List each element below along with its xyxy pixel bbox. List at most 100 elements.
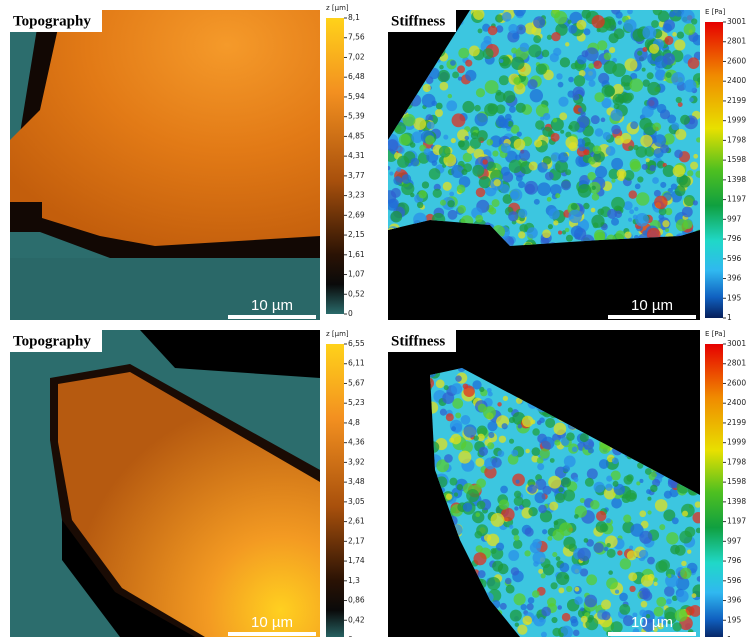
- texture: [676, 590, 689, 603]
- colorbar-tick-label: 1,61: [348, 250, 365, 259]
- texture: [600, 524, 609, 533]
- texture: [438, 70, 450, 82]
- texture: [545, 172, 554, 181]
- texture: [500, 486, 508, 494]
- texture: [619, 593, 628, 602]
- texture: [681, 561, 686, 566]
- texture: [461, 415, 471, 425]
- texture: [499, 499, 509, 509]
- texture: [617, 169, 627, 179]
- texture: [581, 616, 588, 623]
- texture: [646, 489, 651, 494]
- texture: [633, 215, 638, 220]
- scale-bar-label: 10 µm: [631, 297, 673, 314]
- texture: [659, 524, 665, 530]
- colorbar-tick-label: 3001: [727, 339, 746, 348]
- texture: [578, 184, 592, 198]
- texture: [516, 175, 523, 182]
- texture: [558, 97, 568, 107]
- texture: [645, 468, 652, 475]
- texture: [488, 26, 498, 36]
- texture: [567, 20, 571, 24]
- texture: [514, 535, 520, 541]
- texture: [451, 434, 462, 445]
- colorbar-tick-label: 2600: [727, 56, 746, 65]
- texture: [647, 72, 654, 79]
- texture: [470, 138, 481, 149]
- texture: [533, 551, 546, 564]
- colorbar-tick-label: 1,07: [348, 270, 365, 279]
- texture: [613, 94, 625, 106]
- texture: [454, 492, 458, 496]
- texture: [615, 590, 619, 594]
- texture: [602, 611, 611, 620]
- texture: [560, 130, 564, 134]
- texture: [439, 146, 451, 158]
- texture: [673, 622, 682, 631]
- texture: [647, 97, 658, 108]
- texture: [611, 197, 625, 211]
- texture: [512, 33, 519, 40]
- texture: [633, 145, 638, 150]
- colorbar-tick-label: 2400: [727, 398, 746, 407]
- texture: [580, 607, 584, 611]
- texture: [558, 587, 564, 593]
- texture: [578, 108, 583, 113]
- colorbar: [326, 18, 344, 314]
- colorbar-tick-label: 0: [348, 309, 353, 318]
- texture: [687, 549, 691, 553]
- colorbar-tick-label: 7,56: [348, 33, 365, 42]
- texture: [653, 6, 662, 15]
- colorbar-tick-label: 796: [727, 556, 742, 565]
- texture: [478, 570, 486, 578]
- texture: [458, 77, 462, 81]
- texture: [562, 613, 571, 622]
- texture: [499, 119, 509, 129]
- texture: [611, 158, 623, 170]
- texture: [396, 167, 401, 172]
- image: [383, 4, 706, 320]
- texture: [532, 447, 541, 456]
- texture: [655, 499, 668, 512]
- texture: [558, 152, 568, 162]
- texture: [491, 457, 501, 467]
- texture: [508, 550, 519, 561]
- texture: [692, 512, 703, 523]
- texture: [675, 609, 688, 622]
- texture: [513, 540, 522, 549]
- texture: [606, 543, 610, 547]
- panel-title: Stiffness: [391, 13, 445, 29]
- texture: [442, 392, 454, 404]
- texture: [482, 159, 487, 164]
- texture: [496, 104, 506, 114]
- texture: [514, 506, 518, 510]
- texture: [465, 70, 476, 81]
- texture: [403, 114, 416, 127]
- texture: [697, 576, 703, 582]
- texture: [520, 43, 529, 52]
- texture: [541, 573, 546, 578]
- texture: [665, 574, 678, 587]
- texture: [448, 94, 452, 98]
- texture: [554, 440, 560, 446]
- texture: [469, 45, 480, 56]
- texture: [440, 200, 446, 206]
- texture: [591, 115, 600, 124]
- texture: [457, 65, 465, 73]
- texture: [574, 514, 579, 519]
- texture: [662, 23, 672, 33]
- texture: [649, 44, 659, 54]
- texture: [446, 100, 457, 111]
- texture: [677, 31, 684, 38]
- colorbar-tick-label: 7,02: [348, 52, 365, 61]
- texture: [680, 568, 691, 579]
- texture: [513, 4, 525, 16]
- texture: [509, 160, 522, 173]
- texture: [596, 511, 606, 521]
- texture: [642, 589, 649, 596]
- texture: [558, 487, 563, 492]
- texture: [542, 229, 551, 238]
- colorbar-tick-label: 8,1: [348, 13, 360, 22]
- texture: [429, 168, 441, 180]
- texture: [519, 150, 530, 161]
